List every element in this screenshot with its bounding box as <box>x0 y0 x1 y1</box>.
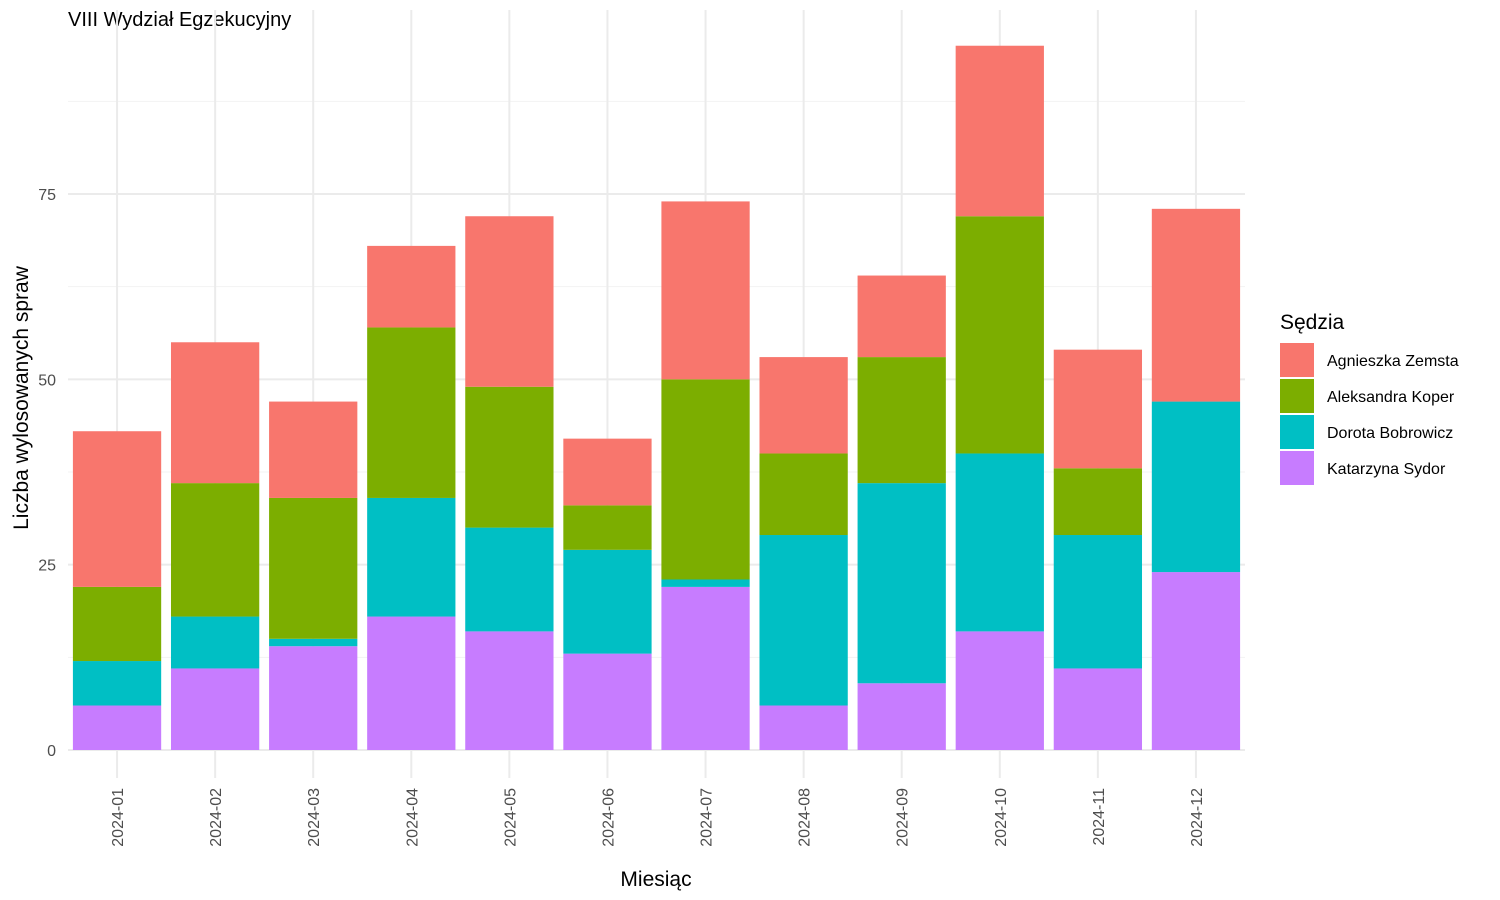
legend-label: Dorota Bobrowicz <box>1327 425 1453 442</box>
legend: Sędzia Agnieszka Zemsta Aleksandra Koper D… <box>1280 311 1459 485</box>
x-tick-label: 2024-08 <box>797 788 814 847</box>
bar-segment <box>759 357 848 454</box>
bar-segment <box>1053 668 1143 750</box>
x-tick-label: 2024-03 <box>306 788 323 847</box>
bar-segment <box>563 438 652 506</box>
bar-segment <box>170 616 260 669</box>
bar-segment <box>1053 349 1143 469</box>
bar-segment <box>72 431 162 587</box>
bar-segment <box>857 357 946 484</box>
bar-segment <box>759 535 848 706</box>
bar-segment <box>563 653 652 750</box>
bar-segment <box>170 342 260 484</box>
legend-swatch <box>1280 343 1314 377</box>
x-tick-label: 2024-02 <box>208 788 225 847</box>
bar-segment <box>563 505 652 550</box>
legend-label: Agnieszka Zemsta <box>1327 353 1459 370</box>
x-tick-label: 2024-04 <box>404 788 421 847</box>
bar-segment <box>1151 401 1241 573</box>
legend-label: Katarzyna Sydor <box>1327 461 1446 478</box>
bar-segment <box>1053 468 1143 536</box>
bar-segment <box>563 549 652 654</box>
x-tick-label: 2024-09 <box>895 788 912 847</box>
y-axis-ticks: 0 25 50 75 <box>38 187 56 760</box>
bar-segment <box>955 631 1044 750</box>
bar-segment <box>661 379 750 580</box>
y-tick-label: 25 <box>38 558 56 575</box>
bar-segment <box>465 631 554 750</box>
x-tick-label: 2024-05 <box>502 788 519 847</box>
bar-segment <box>1151 208 1241 402</box>
bar-segment <box>857 683 946 750</box>
y-axis-title: Liczba wylosowanych spraw <box>10 265 33 530</box>
x-tick-label: 2024-07 <box>699 788 716 847</box>
bar-segment <box>955 453 1044 632</box>
bar-segment <box>465 527 554 632</box>
bar-segment <box>367 497 456 617</box>
x-axis-title: Miesiąc <box>620 868 691 891</box>
legend-swatch <box>1280 379 1314 413</box>
bar-segment <box>269 646 358 750</box>
legend-swatch <box>1280 415 1314 449</box>
bar-segment <box>857 275 946 358</box>
bar-segment <box>367 616 456 750</box>
x-tick-label: 2024-12 <box>1189 788 1206 847</box>
legend-swatch <box>1280 451 1314 485</box>
bar-segment <box>1053 535 1143 669</box>
x-axis-ticks: 2024-01 2024-02 2024-03 2024-04 2024-05 2024-… <box>110 788 1206 847</box>
bar-segment <box>465 386 554 528</box>
y-tick-label: 0 <box>47 743 56 760</box>
x-tick-label: 2024-06 <box>600 788 617 847</box>
chart-title: VIII Wydział Egzekucyjny <box>68 9 291 31</box>
legend-title: Sędzia <box>1280 311 1345 334</box>
bar-segment <box>170 483 260 617</box>
bar-segment <box>661 579 750 587</box>
bar-segment <box>955 45 1044 217</box>
bar-segment <box>72 661 162 706</box>
bar-segment <box>269 401 358 498</box>
bar-segment <box>661 586 750 750</box>
y-tick-label: 50 <box>38 372 56 389</box>
bar-segment <box>955 216 1044 454</box>
x-tick-label: 2024-11 <box>1091 788 1108 846</box>
bar-segment <box>759 453 848 536</box>
bar-segment <box>465 216 554 387</box>
bar-segment <box>72 586 162 662</box>
bar-segment <box>269 497 358 639</box>
bar-segment <box>170 668 260 750</box>
y-tick-label: 75 <box>38 187 56 204</box>
x-tick-label: 2024-01 <box>110 788 127 847</box>
bar-segment <box>367 245 456 328</box>
bar-segment <box>269 638 358 647</box>
legend-label: Aleksandra Koper <box>1327 389 1455 406</box>
bar-segment <box>72 705 162 750</box>
bar-segment <box>759 705 848 750</box>
bar-segment <box>857 483 946 684</box>
bar-segment <box>1151 572 1241 750</box>
bars <box>72 45 1241 750</box>
bar-segment <box>367 327 456 498</box>
x-tick-label: 2024-10 <box>993 788 1010 847</box>
bar-segment <box>661 201 750 380</box>
